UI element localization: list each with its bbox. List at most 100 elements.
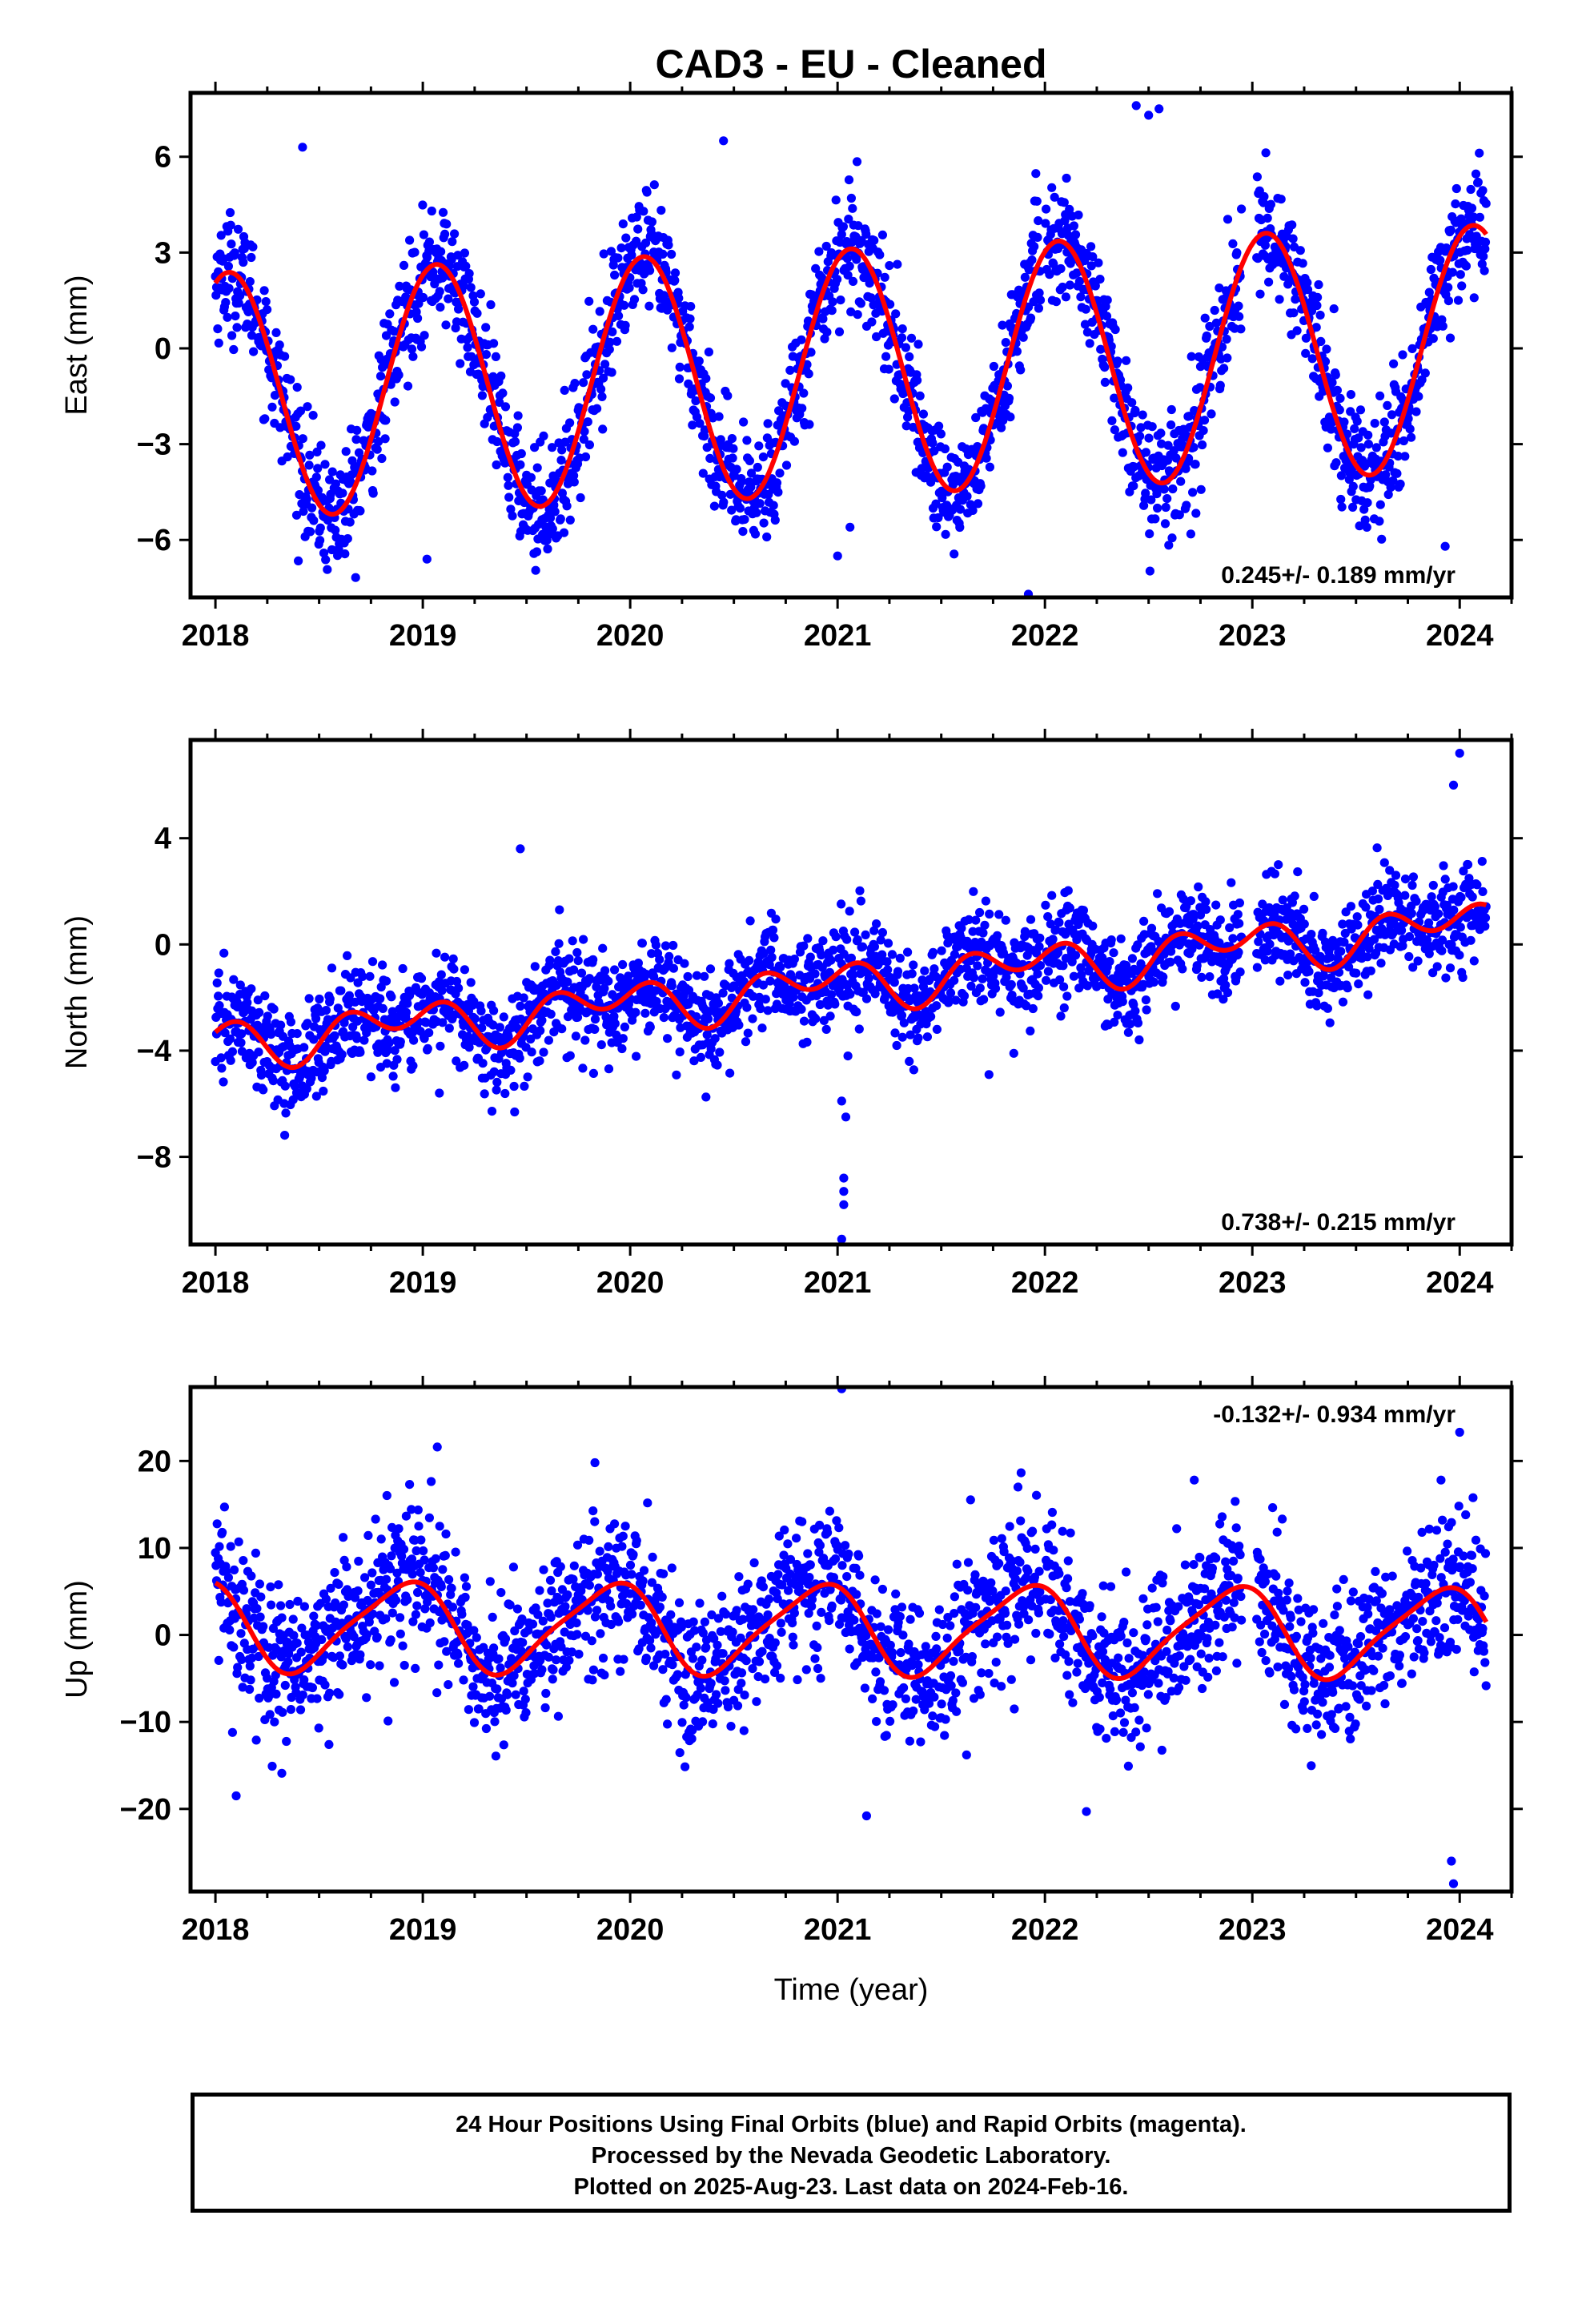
- north-point: [922, 1032, 932, 1042]
- east-point: [1381, 470, 1391, 480]
- east-point: [667, 249, 677, 259]
- north-outlier-point: [837, 1234, 846, 1244]
- north-x-tick-label: 2018: [182, 1266, 250, 1300]
- east-point: [1426, 264, 1435, 275]
- east-point: [1461, 261, 1471, 271]
- north-point: [975, 983, 985, 993]
- east-point: [580, 452, 591, 462]
- east-point: [702, 443, 712, 452]
- east-point: [1141, 448, 1150, 457]
- east-point: [1016, 365, 1026, 375]
- east-point: [1344, 475, 1354, 485]
- north-point: [1449, 905, 1459, 915]
- north-point: [1063, 886, 1073, 895]
- north-point: [436, 1041, 445, 1051]
- east-point: [928, 438, 938, 448]
- east-point: [644, 301, 654, 311]
- east-point: [897, 333, 907, 343]
- up-point: [354, 1556, 363, 1566]
- north-point: [713, 1060, 722, 1070]
- north-point: [1059, 1003, 1069, 1013]
- east-point: [1261, 148, 1271, 158]
- east-point: [316, 440, 326, 450]
- north-point: [1478, 887, 1488, 896]
- east-x-tick-label: 2018: [182, 619, 250, 653]
- east-point: [932, 522, 942, 532]
- north-point: [544, 1035, 554, 1045]
- east-point: [442, 219, 452, 229]
- east-point: [492, 436, 502, 447]
- north-point: [1411, 896, 1421, 906]
- east-point: [363, 422, 373, 432]
- north-point: [713, 999, 724, 1008]
- up-point: [251, 1548, 260, 1558]
- north-point: [1127, 954, 1137, 963]
- north-point: [715, 1047, 725, 1057]
- east-point: [1393, 452, 1403, 461]
- up-point: [282, 1736, 291, 1747]
- east-point: [291, 510, 302, 520]
- east-point: [861, 229, 871, 239]
- north-point: [852, 1007, 861, 1017]
- east-point: [705, 393, 716, 403]
- east-point: [496, 371, 506, 381]
- up-point: [440, 1637, 449, 1647]
- north-point: [263, 1011, 272, 1021]
- north-point: [1048, 935, 1058, 944]
- north-point: [1299, 919, 1309, 929]
- east-point: [754, 441, 764, 451]
- east-point: [728, 453, 737, 463]
- north-point: [928, 947, 938, 957]
- east-point: [503, 472, 512, 482]
- east-point: [245, 277, 255, 287]
- north-point: [675, 1047, 685, 1057]
- east-point: [1157, 439, 1166, 448]
- north-point: [460, 1060, 469, 1070]
- up-point: [239, 1556, 248, 1566]
- north-point: [1001, 915, 1010, 925]
- north-point: [1201, 897, 1211, 907]
- north-point: [1146, 923, 1157, 933]
- east-point: [1403, 414, 1413, 424]
- east-point: [803, 316, 813, 326]
- up-point: [267, 1600, 276, 1610]
- up-point: [225, 1625, 235, 1634]
- east-point: [453, 251, 463, 260]
- up-point: [343, 1642, 352, 1651]
- east-point: [580, 427, 589, 436]
- east-point: [438, 207, 448, 217]
- east-point: [688, 420, 697, 430]
- north-point: [1223, 987, 1233, 998]
- east-point: [1113, 356, 1122, 366]
- up-point: [428, 1563, 439, 1573]
- east-point: [1332, 385, 1342, 395]
- east-point: [410, 247, 420, 257]
- east-point: [714, 412, 724, 421]
- east-point: [1370, 419, 1379, 428]
- north-point: [523, 1072, 532, 1082]
- east-point: [419, 292, 428, 303]
- north-point: [734, 1020, 744, 1030]
- north-y-tick-label: 4: [155, 822, 171, 856]
- north-point: [546, 1009, 556, 1019]
- east-point: [1150, 514, 1160, 524]
- north-point: [1141, 995, 1150, 1005]
- east-point: [1407, 432, 1416, 442]
- east-outlier-point: [833, 551, 842, 561]
- east-point: [1195, 383, 1205, 392]
- east-point: [1196, 485, 1206, 494]
- north-point: [969, 887, 978, 896]
- east-point: [536, 486, 546, 496]
- east-point: [613, 253, 623, 263]
- north-point: [805, 952, 815, 962]
- east-point: [380, 434, 390, 444]
- east-point: [1160, 519, 1170, 529]
- east-point: [407, 344, 417, 354]
- east-point: [375, 372, 386, 381]
- north-point: [1353, 920, 1363, 930]
- north-point: [1458, 972, 1468, 983]
- north-point: [842, 935, 852, 944]
- up-point: [413, 1505, 423, 1515]
- east-point: [463, 343, 472, 352]
- north-point: [382, 1059, 391, 1068]
